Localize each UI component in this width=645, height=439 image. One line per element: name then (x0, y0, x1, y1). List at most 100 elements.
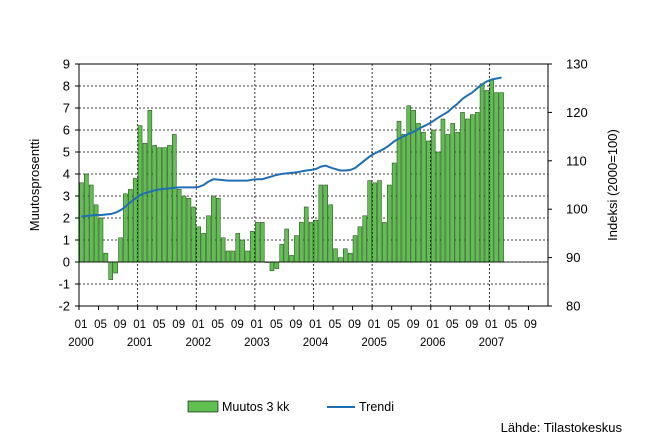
bar (367, 180, 372, 263)
x-tick-month-label: 01 (368, 319, 381, 331)
x-tick-month-label: 09 (524, 319, 537, 331)
grid (79, 64, 548, 306)
bar (426, 140, 431, 263)
bar (450, 123, 455, 263)
x-tick-month-label: 05 (270, 319, 283, 331)
bar (113, 261, 118, 274)
right-axis-label: Indeksi (2000=100) (605, 129, 620, 241)
bar (103, 252, 109, 263)
bar (201, 233, 206, 263)
bar (460, 112, 465, 263)
bar (93, 204, 99, 263)
left-tick-label: 0 (63, 255, 70, 270)
x-tick-year-label: 2004 (303, 337, 329, 349)
bar (372, 182, 377, 263)
bar (118, 237, 123, 263)
bar (167, 145, 172, 263)
bar (357, 226, 363, 263)
bar (440, 118, 446, 263)
bar (489, 79, 495, 263)
bar (172, 134, 177, 263)
x-tick-year-label: 2001 (127, 337, 153, 349)
x-tick-month-label: 01 (309, 319, 322, 331)
bar (162, 147, 167, 263)
source-label: Lähde: Tilastokeskus (501, 420, 623, 435)
bar (470, 114, 475, 263)
legend: Muutos 3 kk Trendi (187, 400, 394, 414)
bar (235, 233, 241, 263)
x-tick-month-label: 09 (172, 319, 185, 331)
right-tick-label: 130 (566, 57, 588, 72)
bar (435, 151, 441, 263)
right-tick-label: 100 (566, 202, 588, 217)
right-axis-ticks: 80 90 100 110 120 130 (548, 57, 588, 314)
x-axis-ticks: 01 05 09 01 05 09 01 05 09 01 05 09 01 05 09 01 05 09 01 05… (68, 306, 537, 349)
trend-line-series (81, 76, 502, 218)
bar (484, 90, 490, 263)
x-tick-month-label: 01 (426, 319, 439, 331)
bar (474, 112, 480, 263)
left-tick-label: -1 (58, 277, 70, 292)
x-tick-month-label: 05 (211, 319, 224, 331)
bar (79, 182, 84, 263)
left-tick-label: 5 (63, 145, 70, 160)
bar (152, 145, 157, 263)
bar (98, 217, 104, 263)
bar (328, 204, 333, 263)
legend-bar-swatch (187, 400, 219, 413)
bar (215, 197, 221, 263)
left-tick-label: 2 (63, 211, 70, 226)
trend-line (81, 76, 502, 218)
left-tick-label: 3 (63, 189, 70, 204)
bar (181, 195, 187, 263)
bar (445, 134, 451, 263)
bar (274, 261, 280, 269)
bar (333, 248, 338, 263)
bar (421, 131, 426, 263)
x-tick-month-label: 09 (465, 319, 478, 331)
x-tick-month-label: 09 (231, 319, 244, 331)
right-tick-label: 110 (566, 153, 587, 168)
bar (230, 250, 236, 263)
bar (479, 83, 485, 263)
bar (220, 237, 226, 263)
bar (157, 147, 162, 263)
x-tick-month-label: 01 (250, 319, 263, 331)
bar (294, 235, 299, 263)
left-tick-label: 6 (63, 123, 70, 138)
bar (269, 261, 275, 272)
x-tick-year-label: 2006 (420, 337, 446, 349)
x-tick-year-label: 2000 (68, 337, 94, 349)
x-tick-month-label: 05 (505, 319, 518, 331)
bar (211, 195, 216, 263)
bar (147, 109, 153, 263)
bar (240, 239, 245, 263)
bar (123, 193, 128, 263)
x-tick-month-label: 09 (348, 319, 361, 331)
x-tick-month-label: 09 (407, 319, 420, 331)
bar (308, 222, 314, 263)
bar (396, 120, 402, 263)
x-tick-month-label: 09 (290, 319, 303, 331)
bar (313, 219, 319, 263)
bar (377, 180, 382, 263)
left-axis-ticks: -2 -1 0 1 2 3 4 5 6 7 8 9 (58, 57, 79, 314)
x-tick-month-label: 01 (75, 319, 88, 331)
bar (323, 184, 328, 263)
bar (499, 92, 504, 263)
bar (303, 206, 309, 263)
bar (318, 184, 324, 263)
bar (191, 206, 197, 263)
bar (455, 131, 460, 263)
bar (255, 222, 260, 263)
left-axis-label: Muutosprosentti (27, 139, 42, 232)
left-tick-label: 7 (63, 101, 70, 116)
bar (382, 222, 387, 263)
bar (430, 129, 436, 263)
bar (401, 134, 407, 263)
bar (299, 222, 304, 263)
x-tick-year-label: 2003 (244, 337, 270, 349)
bar (347, 252, 353, 263)
bar (250, 230, 255, 263)
